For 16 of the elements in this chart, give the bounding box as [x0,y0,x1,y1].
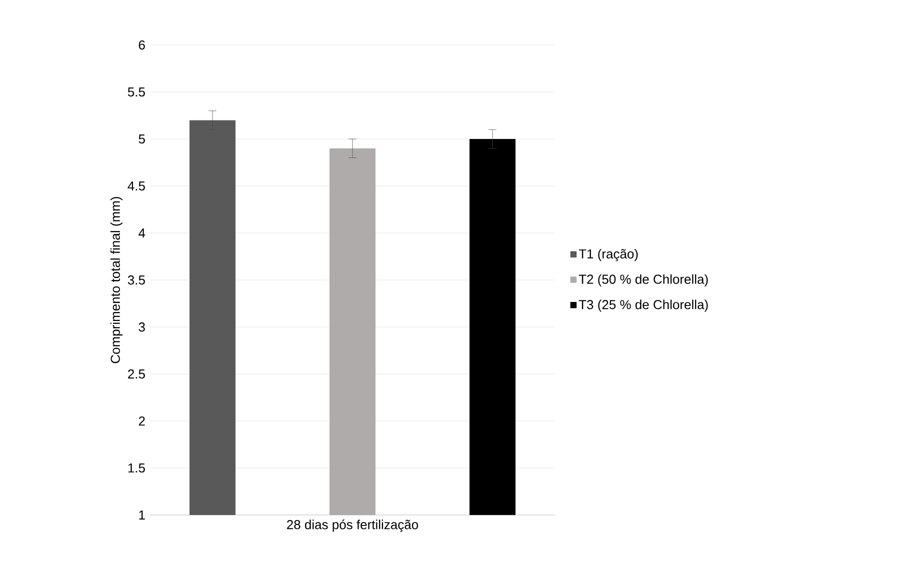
y-tick-label: 4.5 [128,181,145,191]
y-axis-title: Comprimento total final (mm) [110,197,123,364]
legend-label: T1 (ração) [578,248,638,262]
y-tick-label: 2.5 [128,369,145,379]
y-tick-label: 2 [138,416,145,426]
y-tick-label: 1 [139,510,145,520]
legend-label: T2 (50 % de Chlorella) [578,274,708,286]
y-tick-label: 5 [138,134,145,144]
y-tick-label: 5.5 [128,87,145,97]
x-tick-label: 28 dias pós fertilização [287,520,418,532]
y-tick-label: 3.5 [128,275,145,285]
y-tick-label: 6 [138,40,145,50]
legend-label: T3 (25 % de Chlorella) [578,300,708,312]
y-tick-label: 3 [138,322,145,332]
y-tick-label: 1.5 [128,463,145,473]
y-tick-label: 4 [138,228,146,238]
